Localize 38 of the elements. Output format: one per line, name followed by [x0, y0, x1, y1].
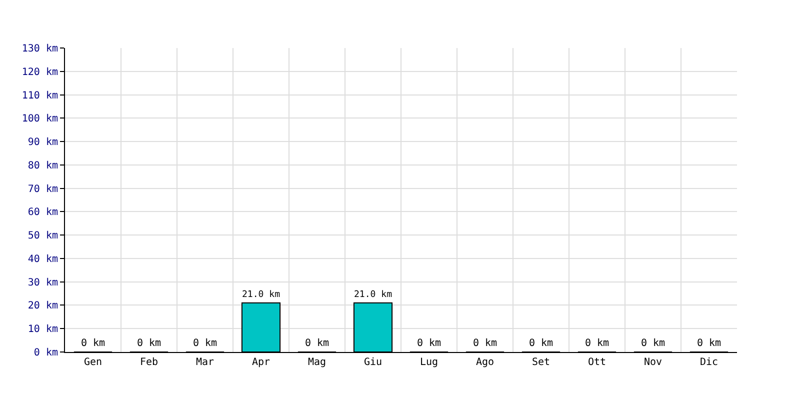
x-tick-label: Ago — [476, 357, 494, 368]
y-tick-label: 10 km — [28, 324, 58, 336]
data-label: 21.0 km — [242, 290, 280, 300]
x-tick-label: Lug — [420, 357, 438, 368]
y-tick-label: 40 km — [28, 254, 58, 265]
data-label: 0 km — [304, 338, 330, 349]
data-label: 21.0 km — [354, 290, 392, 300]
x-tick-label: Ott — [588, 357, 606, 368]
y-tick-label: 120 km — [22, 66, 58, 78]
x-tick-label: Set — [532, 357, 550, 368]
data-label: 0 km — [416, 338, 442, 349]
data-label: 0 km — [80, 338, 106, 349]
data-label: 0 km — [472, 338, 498, 349]
x-tick-label: Mar — [196, 357, 214, 368]
y-tick-label: 0 km — [34, 348, 58, 358]
y-tick-label: 110 km — [22, 90, 58, 102]
x-tick-label: Gen — [84, 357, 102, 368]
y-tick-label: 90 km — [28, 137, 58, 148]
x-tick-label: Giu — [364, 357, 382, 368]
x-tick-label: Apr — [252, 357, 270, 368]
y-tick-label: 60 km — [28, 207, 58, 218]
data-label: 0 km — [136, 338, 162, 349]
x-tick-label: Feb — [140, 357, 158, 368]
y-tick-label: 50 km — [28, 230, 58, 242]
data-label: 0 km — [640, 338, 666, 349]
data-label: 0 km — [192, 338, 218, 349]
data-label: 0 km — [584, 338, 610, 349]
y-tick-label: 80 km — [28, 160, 58, 172]
y-tick-label: 30 km — [28, 277, 58, 288]
x-tick-label: Dic — [700, 357, 718, 368]
y-tick-label: 130 km — [22, 44, 58, 54]
y-tick-label: 70 km — [28, 184, 58, 195]
data-label: 0 km — [528, 338, 554, 349]
y-tick-label: 100 km — [22, 114, 58, 125]
x-tick-label: Nov — [644, 357, 662, 368]
x-tick-label: Mag — [308, 357, 326, 368]
y-tick-label: 20 km — [28, 300, 58, 312]
data-label: 0 km — [696, 338, 722, 349]
